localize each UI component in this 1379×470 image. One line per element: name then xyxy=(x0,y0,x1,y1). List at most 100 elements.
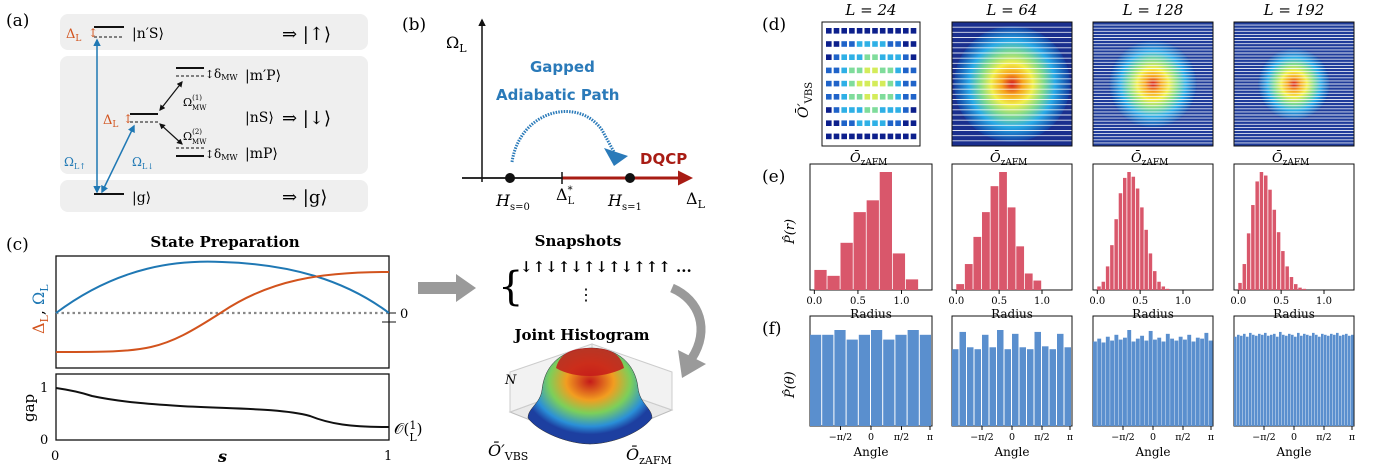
angle-bar xyxy=(1345,333,1348,426)
heatmap-cell xyxy=(841,80,847,87)
hist-title: Joint Histogram xyxy=(512,326,649,344)
radius-bar xyxy=(1276,232,1281,290)
c-x-tick-1: 1 xyxy=(384,449,392,464)
dqcp-label: DQCP xyxy=(640,150,687,168)
angle-bar xyxy=(1273,333,1276,426)
angle-bar xyxy=(1288,333,1291,426)
heatmap-cell xyxy=(849,120,855,126)
e-y-label: P̂(r) xyxy=(782,219,798,245)
hist-surface xyxy=(527,347,653,445)
radius-bar xyxy=(879,172,892,290)
angle-bar xyxy=(846,339,858,426)
heatmap-cell xyxy=(903,28,909,34)
h1-point xyxy=(625,173,635,183)
angle-bar xyxy=(967,347,974,426)
heatmap-cell xyxy=(910,120,917,126)
delta-l-mid-arrow: ↕ xyxy=(123,112,133,126)
angle-tick-label: π xyxy=(927,432,933,443)
radius-bar xyxy=(866,200,879,290)
radius-tick-label: 0.5 xyxy=(991,296,1007,307)
angle-bar xyxy=(1348,335,1351,426)
radius-bar xyxy=(1101,281,1106,290)
hist-top xyxy=(556,348,624,376)
angle-bar xyxy=(1330,333,1333,426)
heatmap-cell xyxy=(833,28,840,34)
row2-arrow: ⇒ |↓⟩ xyxy=(282,108,331,129)
heatmap-cell xyxy=(879,120,886,126)
heatmap-cell xyxy=(872,94,878,100)
heatmap-cell xyxy=(864,28,871,34)
angle-axis-label: Angle xyxy=(1275,445,1311,459)
hist-y-label: ŌzAFM xyxy=(626,444,672,467)
angle-tick-label: π/2 xyxy=(894,432,910,443)
b-y-label: ΩL xyxy=(446,33,467,55)
angle-bar xyxy=(1339,335,1342,426)
angle-bar xyxy=(1191,341,1196,426)
omega-curve xyxy=(55,260,390,314)
angle-tick-label: π/2 xyxy=(1034,432,1050,443)
radius-bar xyxy=(1264,175,1268,290)
heatmap-cell xyxy=(864,67,871,74)
radius-bar xyxy=(1246,233,1251,290)
heatmap-cell xyxy=(856,80,863,87)
d-x-label-1: ŌzAFM xyxy=(850,150,887,168)
gap-tick-1: 1 xyxy=(40,381,48,396)
radius-bar xyxy=(990,186,999,290)
angle-bar xyxy=(871,330,883,426)
angle-bar xyxy=(1195,337,1200,426)
heatmap-cell xyxy=(879,80,886,87)
heatmap-cell xyxy=(826,28,832,34)
angle-tick-label: −π/2 xyxy=(1111,432,1134,443)
panel-d-label: (d) xyxy=(762,15,786,35)
angle-bar xyxy=(1303,333,1306,426)
heatmap-cell xyxy=(849,133,855,140)
angle-bar xyxy=(1234,336,1237,426)
angle-bar xyxy=(1267,335,1270,426)
radius-bar xyxy=(1259,172,1264,290)
angle-bar xyxy=(1187,334,1192,426)
heatmap-cell xyxy=(849,107,855,113)
angle-bar xyxy=(1178,336,1183,426)
heatmap-cell xyxy=(910,54,917,60)
heatmap-cell xyxy=(887,67,894,74)
radius-axis-label: Radius xyxy=(991,307,1033,321)
heatmap-cell xyxy=(879,133,886,140)
gap-scale: 𝒪(1 L) xyxy=(394,419,422,444)
heatmap-cell xyxy=(887,94,894,100)
radius-bar xyxy=(1238,282,1242,290)
heatmap-4 xyxy=(1233,21,1355,147)
radius-tick-label: 0.0 xyxy=(806,296,822,307)
angle-bar xyxy=(1004,349,1011,426)
heatmap-cell xyxy=(833,67,840,74)
laser-down xyxy=(101,124,135,194)
radius-bar xyxy=(1105,266,1110,290)
heatmap-cell xyxy=(826,133,832,140)
angle-axis-label: Angle xyxy=(1134,445,1170,459)
angle-bar xyxy=(1264,332,1267,426)
angle-bar xyxy=(1183,339,1187,426)
radius-bar xyxy=(1114,219,1118,290)
heatmap-cell xyxy=(849,54,855,60)
radius-bar xyxy=(1161,286,1166,290)
angle-bar xyxy=(1351,334,1354,426)
heatmap-cell xyxy=(910,94,917,100)
heatmap-cell xyxy=(841,94,847,100)
angle-tick-label: −π/2 xyxy=(970,432,993,443)
panel-a: (a) ΔL ↕ |n′S⟩ ⇒ |↑⟩ ↕ δMW |m′P⟩ ΔL ↕ |n… xyxy=(6,11,368,212)
heatmap-cell xyxy=(833,107,840,113)
angle-bar xyxy=(1327,335,1330,426)
heatmap-cell xyxy=(879,94,886,100)
heatmap-2 xyxy=(951,21,1073,147)
angle-bar xyxy=(982,334,989,426)
radius-bar xyxy=(1157,281,1161,290)
delta-curve xyxy=(55,271,390,353)
heatmap-cell xyxy=(864,41,871,47)
angle-bar xyxy=(1064,347,1071,426)
path-label-1: Gapped xyxy=(530,58,595,76)
angle-bar xyxy=(974,349,981,426)
angle-axis-label: Angle xyxy=(993,445,1029,459)
heatmap-cell xyxy=(856,94,863,100)
angle-bar xyxy=(989,347,996,426)
radius-bar xyxy=(1285,266,1289,290)
heatmap-3 xyxy=(1092,21,1214,147)
